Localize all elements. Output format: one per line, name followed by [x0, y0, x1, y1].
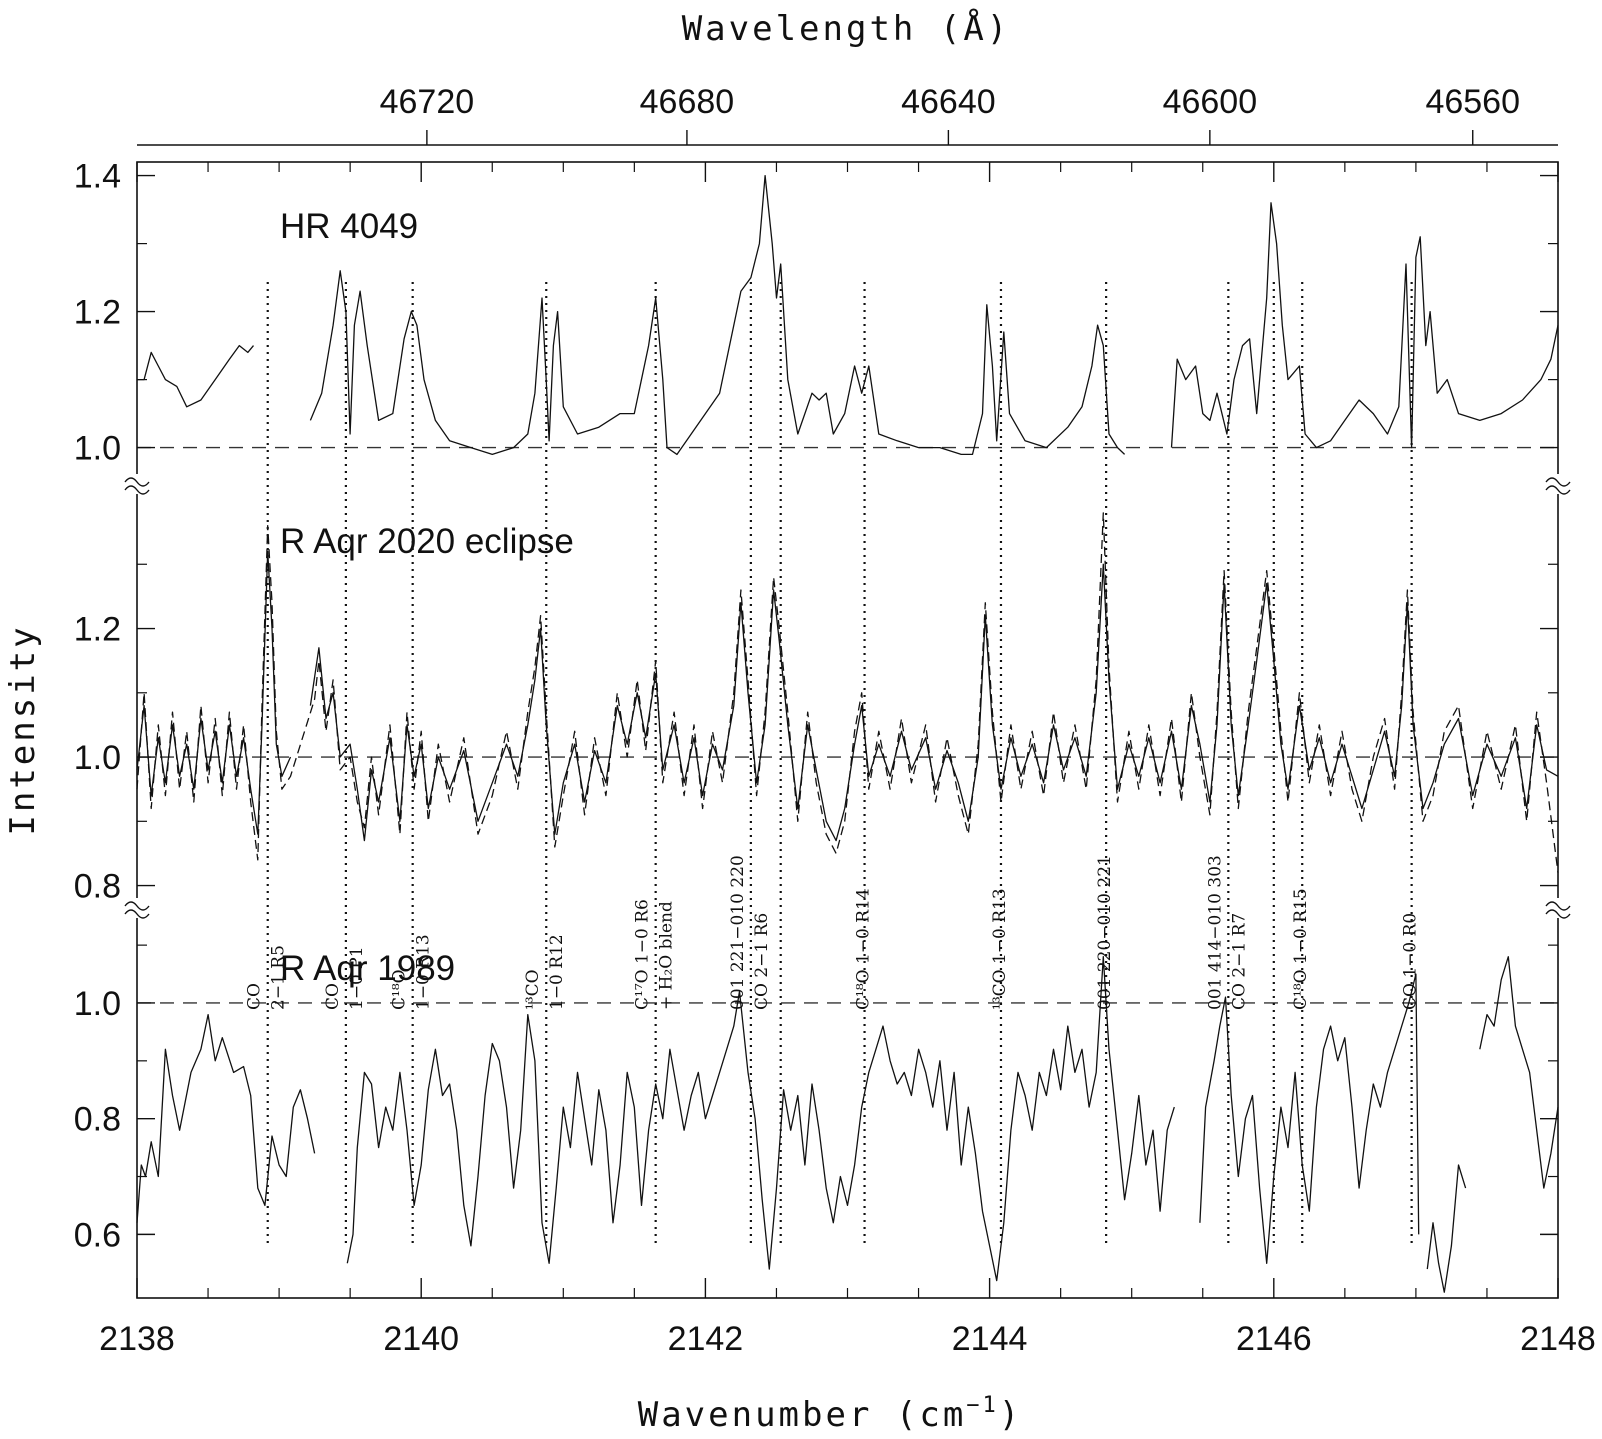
y-tick-label-2-1: 0.8 [74, 1101, 121, 1139]
x-tick-label-3: 2144 [952, 1320, 1028, 1358]
line-id-label-3-0: ¹³CO [523, 969, 543, 1010]
series-line-0-0 [137, 344, 254, 408]
line-id-label-3-1: 1−0 R12 [547, 934, 567, 1010]
line-id-label-10-0: C¹⁸O 1−0 R15 [1291, 888, 1311, 1010]
line-id-label-9-0: 001 414−010 303 [1205, 855, 1225, 1010]
line-id-label-0-0: CO [245, 983, 265, 1010]
y-tick-label-1-1: 1.0 [74, 739, 121, 777]
line-id-label-2-1: 1−0 R13 [414, 934, 434, 1010]
series-line-2-3 [1426, 1164, 1467, 1293]
x2-tick-label-2: 46640 [901, 83, 996, 121]
axis-break-0-0 [124, 477, 150, 495]
series-line-2-0 [136, 1013, 316, 1223]
x-axis-title-main: Wavenumber (cm [638, 1395, 967, 1435]
axis-break-1-1 [1545, 901, 1571, 919]
series-line-2-2 [1199, 973, 1420, 1264]
y-tick-label-0-0: 1.0 [74, 430, 121, 468]
series-line-1-0 [136, 550, 292, 835]
plot-border [136, 161, 1559, 1299]
line-id-labels: CO 2−1 R5 CO 1−0 P1 C¹⁸O 1−0 R13 ¹³CO 1−0 R12 C¹… [245, 855, 1421, 1010]
axis-break-mask-1-1 [1546, 898, 1570, 918]
line-id-label-5-0: 001 221−010 220 [728, 855, 748, 1010]
panel-title-raqr-1989: R Aqr 1989 [280, 949, 455, 988]
line-id-label-2-0: C¹⁸O [390, 969, 410, 1010]
x-tick-label-0: 2138 [99, 1320, 175, 1358]
panel-title-hr4049: HR 4049 [280, 207, 418, 246]
x-axis-title-sup: −1 [966, 1393, 999, 1418]
axis-break-mask-0-0 [125, 474, 149, 494]
x2-tick-label-3: 46600 [1163, 83, 1258, 121]
series-line-0-1 [309, 174, 1126, 456]
line-id-label-4-1: + H₂O blend [657, 901, 677, 1010]
y-axis-title: Intensity [3, 624, 43, 835]
y-tick-label-0-2: 1.4 [74, 158, 121, 196]
y-tick-label-2-2: 1.0 [74, 985, 121, 1023]
x2-tick-label-0: 46720 [380, 83, 475, 121]
line-id-label-9-1: CO 2−1 R7 [1229, 913, 1249, 1010]
panels-layer [136, 174, 1559, 1293]
series-line-2-4 [1479, 956, 1559, 1189]
line-id-label-4-0: C¹⁷O 1−0 R6 [633, 899, 653, 1010]
y-tick-label-2-0: 0.6 [74, 1216, 121, 1254]
line-id-label-5-1: CO 2−1 R6 [752, 913, 772, 1010]
x2-tick-label-1: 46680 [640, 83, 735, 121]
line-id-label-7-0: ¹³CO 1−0 R13 [990, 888, 1010, 1010]
x-tick-label-4: 2146 [1236, 1320, 1312, 1358]
x-axis-title: Wavenumber (cm−1) [638, 1393, 1023, 1435]
x-axis-title-close: ) [999, 1395, 1022, 1435]
x-tick-label-1: 2140 [383, 1320, 459, 1358]
series-line-1-1 [309, 563, 1559, 842]
axis-break-0-1 [1545, 477, 1571, 495]
line-id-label-1-1: 1−0 P1 [347, 946, 367, 1010]
x-tick-label-5: 2148 [1520, 1320, 1596, 1358]
series-line-1-2 [136, 512, 1559, 873]
series-line-0-2 [1170, 202, 1559, 449]
axis-break-mask-0-1 [1546, 474, 1570, 494]
line-id-label-1-0: CO [323, 983, 343, 1010]
line-id-label-0-1: 2−1 R5 [269, 945, 289, 1010]
axis-ticks: 1.0 1.2 1.4 0.8 1.0 1.2 0.6 0.8 1.0 46720 46680 466… [74, 83, 1596, 1358]
line-id-label-6-0: C¹⁸O 1−0 R14 [854, 888, 874, 1010]
panel-title-raqr-2020: R Aqr 2020 eclipse [280, 522, 574, 561]
y-tick-label-1-2: 1.2 [74, 611, 121, 649]
series-line-2-1 [346, 956, 1175, 1282]
x2-tick-label-4: 46560 [1425, 83, 1520, 121]
axis-break-mask-1-0 [125, 898, 149, 918]
y-tick-label-0-1: 1.2 [74, 294, 121, 332]
line-id-label-8-0: 001 220−010 221 [1095, 855, 1115, 1010]
x-tick-label-2: 2142 [668, 1320, 744, 1358]
y-tick-label-1-0: 0.8 [74, 868, 121, 906]
line-id-label-11-0: CO 1−0 R0 [1401, 913, 1421, 1010]
x2-axis-title: Wavelength (Å) [682, 8, 1011, 49]
axis-break-1-0 [124, 901, 150, 919]
